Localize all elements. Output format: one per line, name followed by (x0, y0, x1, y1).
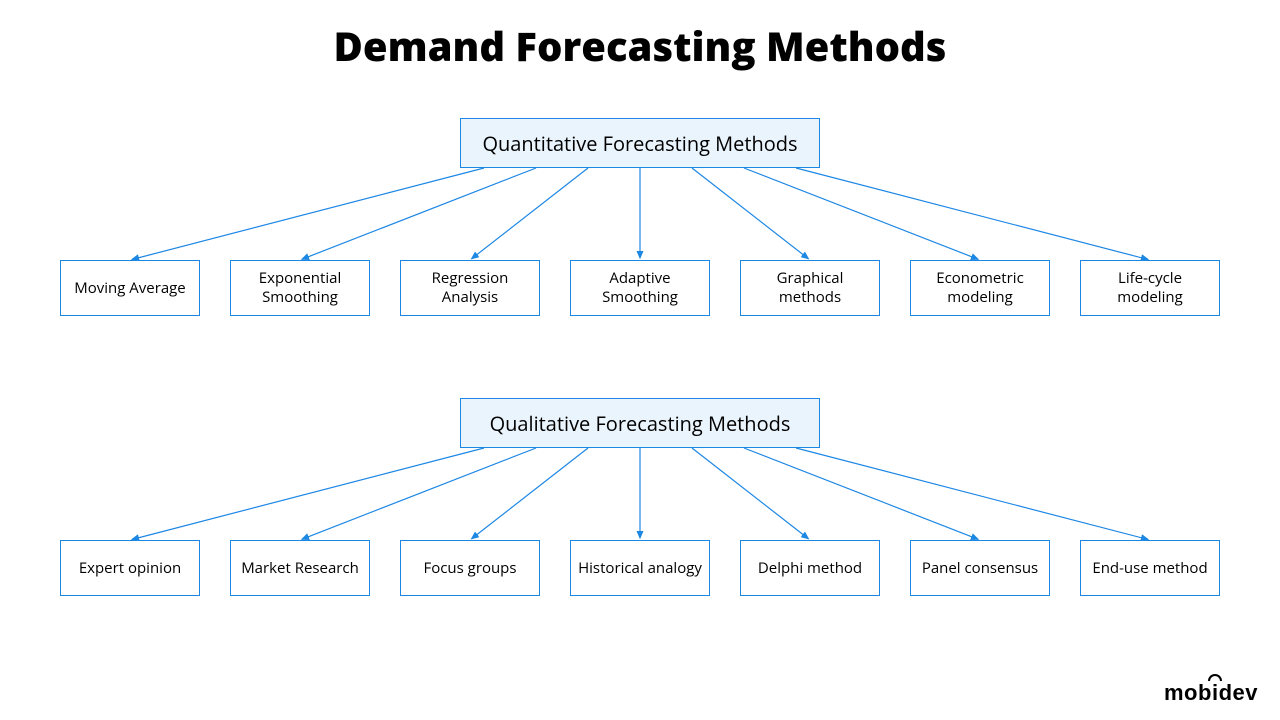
child-quantitative-2: Regression Analysis (400, 260, 540, 316)
child-quantitative-0-label: Moving Average (74, 279, 185, 298)
child-qualitative-4: Delphi method (740, 540, 880, 596)
child-qualitative-2-label: Focus groups (423, 559, 516, 578)
parent-quantitative: Quantitative Forecasting Methods (460, 118, 820, 168)
connector-layer (0, 0, 1280, 720)
child-qualitative-6-label: End-use method (1092, 559, 1207, 578)
parent-qualitative-label: Qualitative Forecasting Methods (490, 410, 791, 437)
logo-suffix: dev (1219, 680, 1258, 705)
child-qualitative-6: End-use method (1080, 540, 1220, 596)
child-qualitative-0: Expert opinion (60, 540, 200, 596)
child-qualitative-3-label: Historical analogy (578, 559, 702, 578)
child-qualitative-3: Historical analogy (570, 540, 710, 596)
child-qualitative-1: Market Research (230, 540, 370, 596)
child-qualitative-4-label: Delphi method (758, 559, 862, 578)
parent-quantitative-label: Quantitative Forecasting Methods (482, 130, 797, 157)
child-quantitative-4-label: Graphical methods (747, 269, 873, 307)
child-quantitative-1: Exponential Smoothing (230, 260, 370, 316)
child-quantitative-4: Graphical methods (740, 260, 880, 316)
child-quantitative-0: Moving Average (60, 260, 200, 316)
child-quantitative-5: Econometric modeling (910, 260, 1050, 316)
child-quantitative-2-label: Regression Analysis (407, 269, 533, 307)
page-title: Demand Forecasting Methods (0, 18, 1280, 73)
child-quantitative-3-label: Adaptive Smoothing (577, 269, 703, 307)
child-quantitative-1-label: Exponential Smoothing (237, 269, 363, 307)
child-quantitative-5-label: Econometric modeling (917, 269, 1043, 307)
child-qualitative-1-label: Market Research (241, 559, 359, 578)
logo-prefix: mob (1164, 680, 1212, 705)
child-quantitative-3: Adaptive Smoothing (570, 260, 710, 316)
child-qualitative-5: Panel consensus (910, 540, 1050, 596)
child-quantitative-6-label: Life-cycle modeling (1087, 269, 1213, 307)
brand-logo: mobidev (1164, 680, 1258, 706)
child-quantitative-6: Life-cycle modeling (1080, 260, 1220, 316)
child-qualitative-2: Focus groups (400, 540, 540, 596)
child-qualitative-0-label: Expert opinion (79, 559, 181, 578)
child-qualitative-5-label: Panel consensus (922, 559, 1038, 578)
diagram-canvas: Demand Forecasting Methods mobidev Quant… (0, 0, 1280, 720)
parent-qualitative: Qualitative Forecasting Methods (460, 398, 820, 448)
logo-i: i (1212, 680, 1219, 706)
